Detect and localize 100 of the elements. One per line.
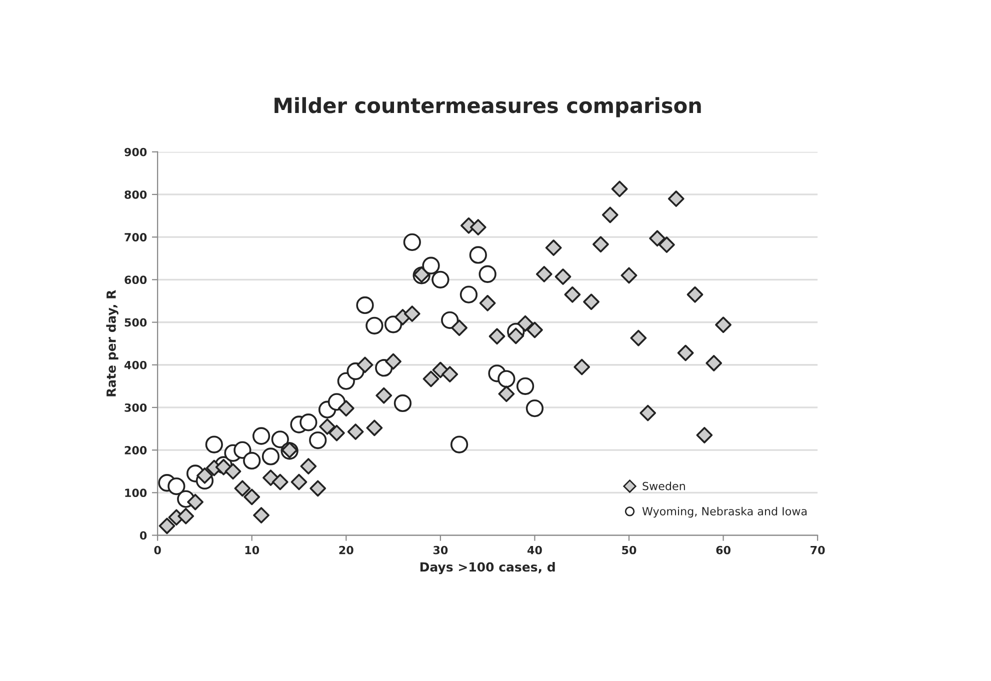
point <box>488 328 506 345</box>
point <box>649 230 666 247</box>
y-axis-title: Rate per day, R <box>106 290 118 396</box>
point <box>309 431 327 450</box>
point <box>366 316 384 334</box>
legend-label: Sweden <box>642 482 685 490</box>
point <box>366 420 383 436</box>
point <box>328 424 345 442</box>
point <box>224 463 242 480</box>
point <box>470 219 486 236</box>
point <box>564 286 581 303</box>
point <box>158 518 176 534</box>
x-tick-label: 70 <box>810 546 825 554</box>
point <box>451 320 468 336</box>
point <box>187 494 204 510</box>
point <box>696 426 713 444</box>
point <box>205 436 223 454</box>
point <box>526 322 543 338</box>
point <box>640 404 656 422</box>
x-tick-label: 60 <box>716 546 730 554</box>
point <box>450 436 468 454</box>
point <box>168 477 186 496</box>
point <box>243 452 261 470</box>
x-tick-label: 20 <box>339 546 354 554</box>
point <box>356 296 374 314</box>
x-axis-title: Days >100 cases, d <box>420 562 555 574</box>
chart-title: Milder countermeasures comparison <box>274 97 701 118</box>
point <box>592 236 609 252</box>
point <box>715 316 732 334</box>
point <box>347 424 364 440</box>
point <box>686 286 704 303</box>
point <box>432 270 450 288</box>
point <box>554 268 572 285</box>
point <box>252 427 270 445</box>
point <box>498 386 515 402</box>
point <box>432 362 449 378</box>
point <box>403 233 421 251</box>
point <box>234 441 252 459</box>
legend-label: Wyoming, Nebraska and Iowa <box>642 506 807 518</box>
point <box>574 358 590 376</box>
point <box>516 377 534 395</box>
point <box>262 470 279 486</box>
point <box>384 316 402 334</box>
point <box>300 414 318 432</box>
y-tick-label: 200 <box>124 446 147 454</box>
point <box>356 356 374 374</box>
y-tick-label: 600 <box>124 276 147 284</box>
point <box>196 467 213 484</box>
x-tick-label: 30 <box>433 546 448 554</box>
point <box>244 488 260 506</box>
point <box>234 480 251 497</box>
y-tick-label: 400 <box>124 360 147 370</box>
point <box>394 394 412 412</box>
point <box>319 418 336 435</box>
point <box>404 306 420 322</box>
x-tick-label: 50 <box>622 546 636 554</box>
point <box>677 344 694 362</box>
point <box>262 448 280 466</box>
point <box>583 294 600 310</box>
point <box>508 328 524 344</box>
point <box>536 266 552 282</box>
y-tick-label: 800 <box>124 190 147 199</box>
y-tick-label: 900 <box>124 148 147 156</box>
y-tick-label: 500 <box>124 318 147 327</box>
point <box>272 474 288 490</box>
point <box>498 370 516 388</box>
y-tick-label: 300 <box>124 403 147 412</box>
y-tick-label: 700 <box>124 233 147 242</box>
point <box>376 387 392 404</box>
point <box>478 265 496 283</box>
point <box>658 236 675 253</box>
point <box>300 458 317 474</box>
y-tick-label: 0 <box>140 531 147 540</box>
point <box>290 474 308 490</box>
point <box>253 507 270 524</box>
point <box>338 400 354 417</box>
point <box>442 366 458 382</box>
point <box>620 267 638 284</box>
point <box>526 399 544 418</box>
point <box>668 190 684 207</box>
x-tick-label: 40 <box>527 546 542 554</box>
point <box>611 180 628 198</box>
point <box>385 353 402 370</box>
point <box>422 256 440 274</box>
point <box>517 315 534 332</box>
point <box>479 294 496 312</box>
point <box>545 240 562 256</box>
x-tick-label: 10 <box>245 546 260 554</box>
x-tick-label: 0 <box>154 546 161 554</box>
y-tick-label: 100 <box>125 488 147 498</box>
point <box>441 311 459 329</box>
point <box>422 370 440 388</box>
point <box>602 206 618 224</box>
point <box>271 430 289 448</box>
point <box>469 246 487 264</box>
point <box>310 480 326 497</box>
point <box>630 330 647 346</box>
point <box>460 286 478 304</box>
point <box>178 508 194 524</box>
point <box>706 354 722 372</box>
